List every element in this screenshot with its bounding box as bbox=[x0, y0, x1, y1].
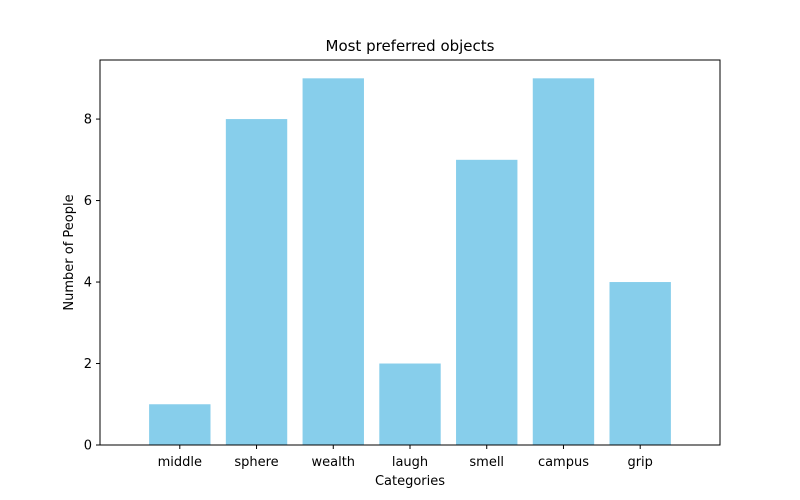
plot-area-frame bbox=[99, 59, 721, 446]
y-tick-label: 0 bbox=[84, 439, 92, 454]
x-tick-label: wealth bbox=[311, 455, 355, 470]
bar-laugh bbox=[379, 363, 441, 445]
chart-title: Most preferred objects bbox=[326, 37, 495, 55]
y-axis-ticks: 0 2 4 6 8 bbox=[84, 113, 100, 454]
bar-wealth bbox=[302, 78, 364, 445]
x-tick-label: smell bbox=[469, 455, 504, 470]
bar-sphere bbox=[225, 119, 288, 445]
bar-grip bbox=[609, 282, 671, 445]
x-axis-label: Categories bbox=[375, 474, 445, 489]
x-tick-label: sphere bbox=[234, 455, 278, 470]
y-tick-label: 8 bbox=[84, 113, 92, 128]
x-tick-label: campus bbox=[538, 455, 589, 470]
y-tick-label: 2 bbox=[84, 357, 92, 372]
bar-campus bbox=[532, 78, 595, 445]
bars bbox=[149, 78, 671, 445]
y-tick-label: 6 bbox=[84, 194, 92, 209]
bar-middle bbox=[149, 404, 211, 445]
y-axis-label: Number of People bbox=[62, 194, 77, 310]
x-tick-label: grip bbox=[627, 455, 652, 470]
y-tick-label: 4 bbox=[84, 276, 92, 291]
x-tick-label: laugh bbox=[392, 455, 428, 470]
x-tick-label: middle bbox=[158, 455, 202, 470]
x-axis-ticks: middle sphere wealth laugh smell campus grip bbox=[158, 445, 653, 470]
bar-smell bbox=[456, 159, 518, 445]
